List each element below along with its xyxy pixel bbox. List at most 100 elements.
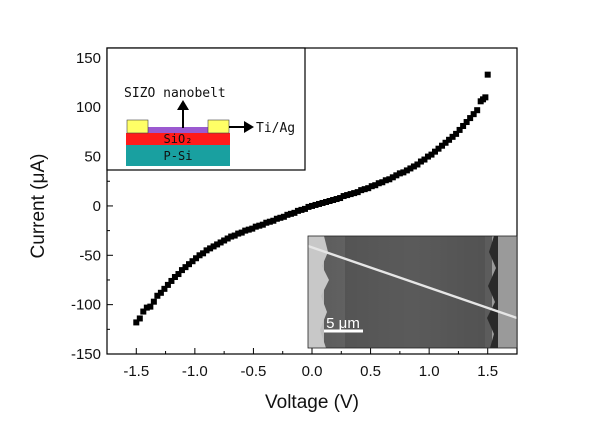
data-point (446, 136, 453, 143)
data-point (168, 277, 175, 284)
data-point (323, 198, 330, 205)
contact-label: Ti/Ag (256, 121, 295, 136)
data-point (358, 187, 365, 194)
data-point (171, 274, 178, 281)
data-point (347, 191, 354, 198)
data-point (354, 189, 361, 196)
data-point (417, 158, 424, 165)
axes: -1.5 -1.0 -0.5 0.0 0.5 1.0 1.5 -150 -100 -50 0 50 10… (71, 50, 498, 380)
data-point (189, 258, 196, 265)
data-point (287, 210, 294, 217)
data-point (245, 226, 252, 233)
data-point (410, 163, 417, 170)
x-tick-label: 0.5 (360, 363, 381, 380)
data-point (291, 209, 298, 216)
substrate-layer (126, 145, 230, 166)
data-point (224, 235, 231, 242)
data-point (439, 142, 446, 149)
inset-sem-image: 5 μm (307, 235, 518, 349)
data-point (294, 207, 301, 214)
data-point (403, 167, 410, 174)
data-point (414, 161, 421, 168)
data-point (424, 153, 431, 160)
data-point (407, 165, 414, 172)
data-point (235, 230, 242, 237)
data-point (372, 182, 379, 189)
data-point (186, 261, 192, 268)
x-tick-label: -1.0 (182, 363, 208, 380)
data-point (351, 190, 358, 197)
data-point (231, 232, 238, 239)
x-tick-label: 1.5 (477, 363, 498, 380)
data-point (309, 202, 315, 209)
data-point (301, 205, 308, 212)
y-tick-label: 50 (84, 149, 101, 166)
data-point (203, 247, 210, 254)
x-tick-label: 1.0 (419, 363, 440, 380)
data-point (196, 252, 203, 259)
data-point (449, 133, 456, 140)
contact-arrow-head (244, 121, 254, 133)
sem-frame (307, 235, 518, 349)
scale-bar-label: 5 μm (326, 315, 360, 332)
substrate-label: P-Si (164, 149, 193, 163)
data-point (242, 227, 249, 234)
data-point (484, 71, 491, 78)
data-point (266, 218, 273, 225)
x-tick-label: -1.5 (123, 363, 149, 380)
data-point (421, 156, 428, 163)
data-point (228, 233, 235, 240)
y-tick-label: -50 (79, 247, 101, 264)
y-tick-label: 150 (76, 50, 101, 67)
x-tick-label: -0.5 (240, 363, 266, 380)
data-point (432, 148, 438, 155)
data-point (143, 304, 150, 311)
data-point (340, 193, 347, 200)
data-point (319, 199, 326, 206)
data-point (273, 215, 280, 222)
data-point (333, 196, 340, 203)
data-point (193, 255, 200, 262)
data-point (259, 221, 266, 228)
data-point (178, 267, 185, 274)
data-point (284, 211, 291, 218)
data-point (252, 223, 259, 230)
data-point (133, 319, 140, 326)
data-point (326, 198, 333, 204)
y-axis-title: Current (μA) (28, 154, 49, 259)
data-point (428, 151, 435, 158)
data-point (140, 308, 147, 315)
data-point (460, 122, 467, 129)
data-point (263, 219, 270, 226)
data-points (133, 71, 491, 326)
data-point (249, 225, 256, 232)
data-point (136, 315, 143, 322)
data-point (382, 177, 389, 184)
nanobelt-arrow-head (177, 100, 189, 110)
data-point (154, 292, 161, 299)
data-point (175, 271, 182, 278)
data-point (470, 111, 477, 118)
data-point (389, 174, 396, 181)
y-tick-label: -150 (71, 346, 101, 363)
data-point (365, 185, 372, 192)
data-point (150, 298, 157, 305)
data-point (147, 303, 154, 310)
data-point (298, 206, 305, 213)
y-tick-label: 100 (76, 99, 101, 116)
data-point (182, 264, 189, 271)
oxide-label: SiO₂ (164, 132, 193, 146)
data-point (305, 203, 312, 210)
nanobelt-layer (145, 127, 211, 133)
data-point (396, 170, 403, 177)
right-contact (207, 119, 230, 134)
data-point (375, 180, 382, 187)
data-point (238, 229, 245, 236)
data-point (270, 217, 277, 224)
data-point (280, 213, 287, 220)
data-point (164, 281, 171, 288)
data-point (386, 176, 393, 183)
data-point (277, 214, 284, 221)
